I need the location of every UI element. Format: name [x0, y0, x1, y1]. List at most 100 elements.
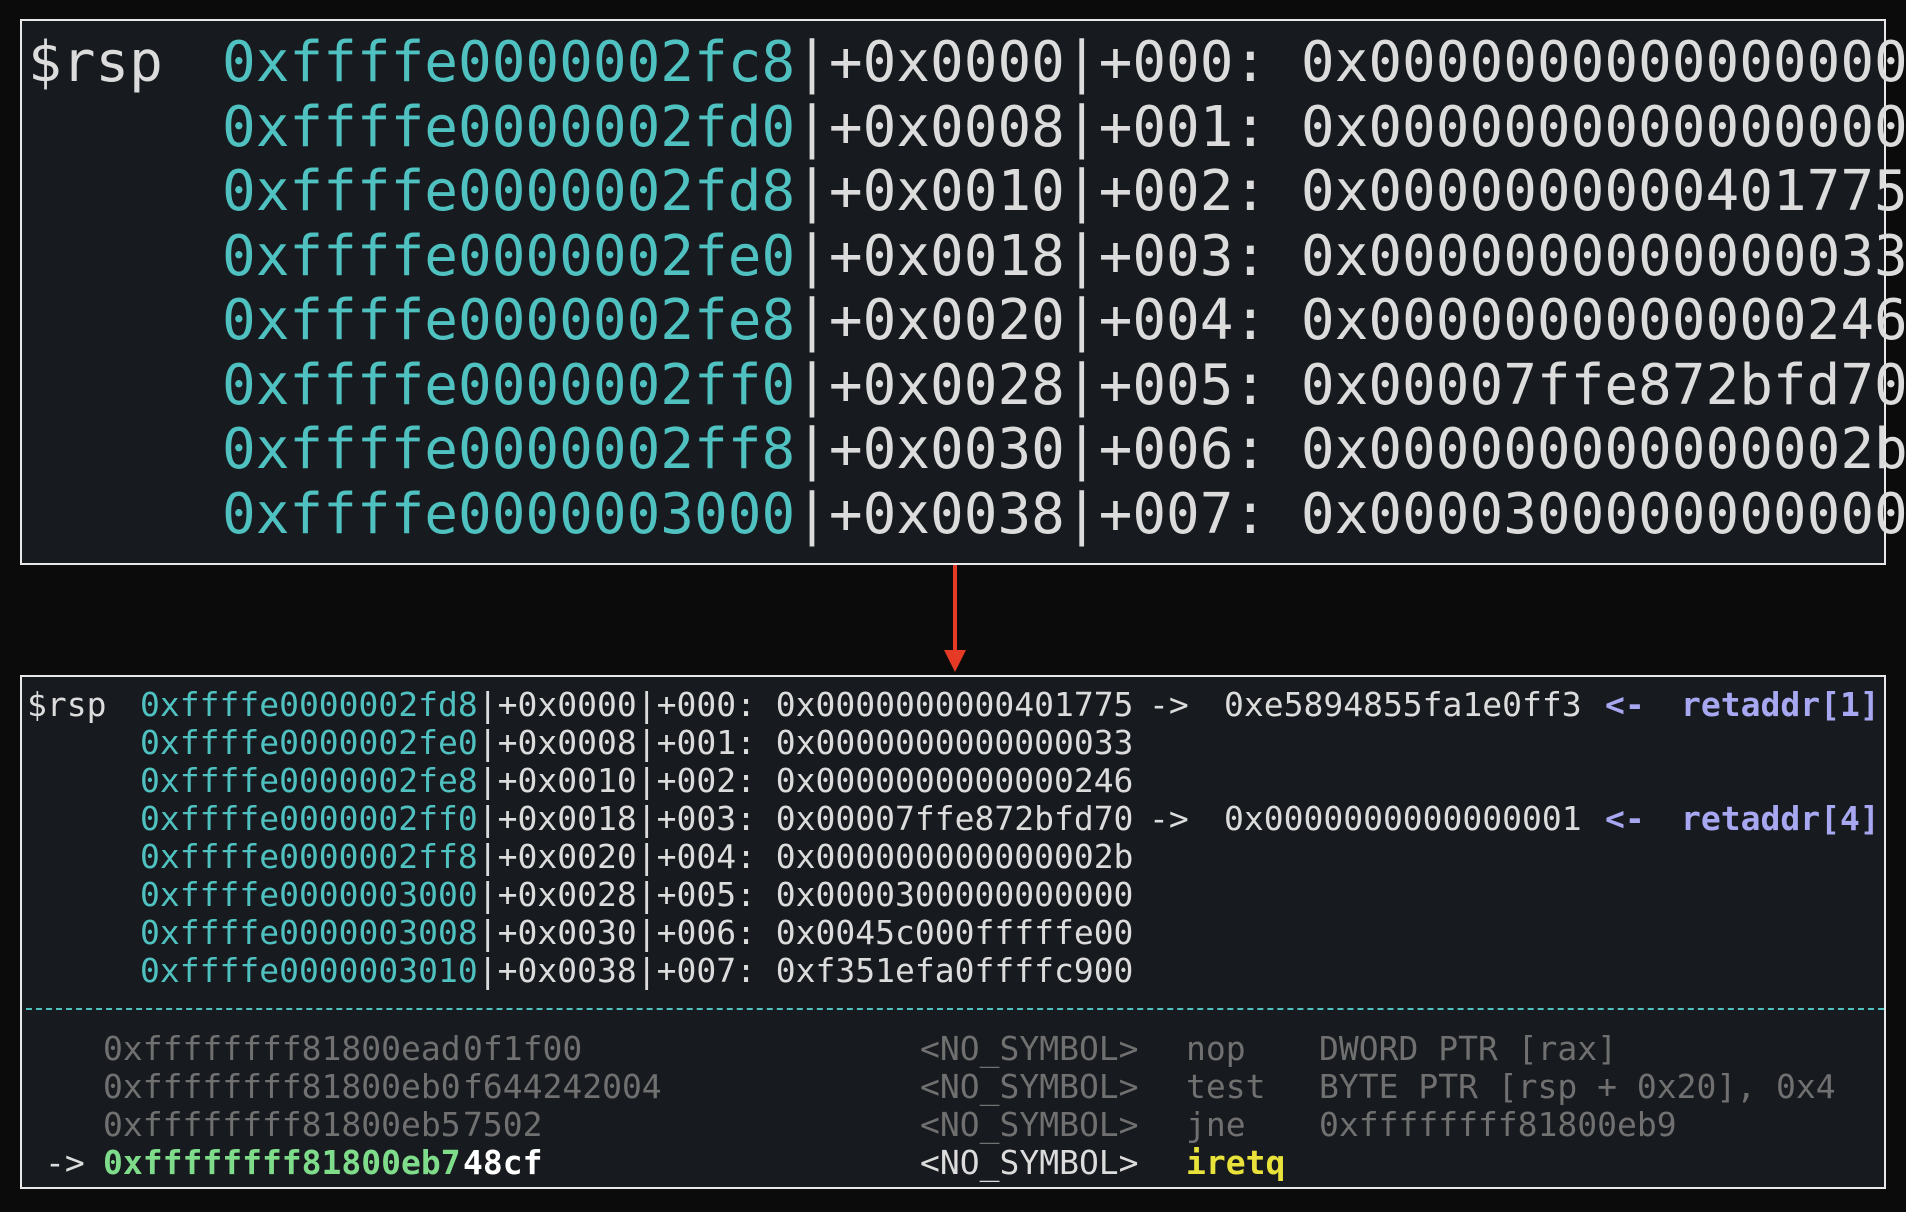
- stack-offset: +0x0038: [795, 482, 1065, 547]
- stack-entry: 0xffffe0000002fe8+0x0020+004: 0x00000000…: [222, 288, 1906, 353]
- stack-index: +007:: [637, 951, 756, 990]
- stack-value: 0x0000000000000033: [755, 723, 1134, 762]
- instruction-bytes: 48cf: [463, 1143, 543, 1182]
- stack-value: 0x0045c000fffffe00: [755, 913, 1134, 952]
- stack-address: 0xffffe0000003008: [140, 913, 478, 952]
- stack-address: 0xffffe0000002ff0: [222, 352, 796, 418]
- stack-value: 0x000000000000002b: [755, 837, 1134, 876]
- stack-offset: +0x0028: [478, 875, 637, 914]
- operands: BYTE PTR [rsp + 0x20], 0x4: [1319, 1067, 1836, 1106]
- stack-index: +004:: [637, 837, 756, 876]
- mnemonic: iretq: [1186, 1143, 1286, 1182]
- stack-index: +006:: [1065, 417, 1267, 482]
- stack-address: 0xffffe0000002fd8: [222, 159, 796, 224]
- stack-index: +000:: [637, 685, 756, 724]
- stack-index: +003:: [637, 799, 756, 838]
- stack-address: 0xffffe0000003010: [140, 951, 478, 990]
- symbol-name: <NO_SYMBOL>: [920, 1105, 1139, 1144]
- stack-entry: 0xffffe0000002ff0+0x0018+003: 0x00007ffe…: [140, 799, 1134, 838]
- stack-value: 0x0000000000000246: [1267, 288, 1906, 353]
- stack-offset: +0x0028: [795, 353, 1065, 418]
- instruction-address: 0xffffffff81800eb7: [103, 1143, 461, 1182]
- operands: DWORD PTR [rax]: [1319, 1029, 1618, 1068]
- deref-arrow: ->: [1149, 799, 1189, 838]
- stack-entry: 0xffffe0000003010+0x0038+007: 0xf351efa0…: [140, 951, 1134, 990]
- stack-entry: 0xffffe0000003008+0x0030+006: 0x0045c000…: [140, 913, 1134, 952]
- stack-entry: 0xffffe0000002ff8+0x0020+004: 0x00000000…: [140, 837, 1134, 876]
- stack-index: +001:: [1065, 95, 1267, 160]
- stack-offset: +0x0038: [478, 951, 637, 990]
- mnemonic: nop: [1186, 1029, 1246, 1068]
- stack-value: 0x0000000000000000: [1267, 94, 1906, 160]
- stack-index: +006:: [637, 913, 756, 952]
- section-divider: [26, 1008, 1884, 1010]
- stack-address: 0xffffe0000002fe8: [222, 288, 796, 353]
- stack-entry: 0xffffe0000003000+0x0038+007: 0x00003000…: [222, 482, 1906, 547]
- stack-index: +004:: [1065, 288, 1267, 353]
- back-arrow: <-: [1605, 799, 1645, 838]
- stack-offset: +0x0008: [478, 723, 637, 762]
- stack-entry: 0xffffe0000002fd8+0x0010+002: 0x00000000…: [222, 159, 1906, 224]
- stack-index: +001:: [637, 723, 756, 762]
- stack-value: 0x0000000000401775: [755, 685, 1134, 724]
- stack-value: 0x000000000000002b: [1267, 417, 1906, 482]
- operands: 0xffffffff81800eb9: [1319, 1105, 1677, 1144]
- stack-view-before: $rsp 0xffffe0000002fc8+0x0000+000: 0x0000…: [20, 19, 1906, 565]
- stack-entry: 0xffffe0000002fc8+0x0000+000: 0x00000000…: [222, 30, 1906, 95]
- stack-index: +005:: [1065, 353, 1267, 418]
- stack-offset: +0x0018: [795, 224, 1065, 289]
- stack-index: +007:: [1065, 482, 1267, 547]
- stack-index: +003:: [1065, 224, 1267, 289]
- stack-offset: +0x0020: [795, 288, 1065, 353]
- stack-offset: +0x0030: [478, 913, 637, 952]
- stack-address: 0xffffe0000002fd0: [222, 94, 796, 160]
- stack-address: 0xffffe0000002fc8: [222, 30, 796, 95]
- stack-offset: +0x0010: [795, 159, 1065, 224]
- instruction-address: 0xffffffff81800eb5: [103, 1105, 461, 1144]
- stack-offset: +0x0008: [795, 95, 1065, 160]
- deref-value: 0xe5894855fa1e0ff3: [1224, 685, 1582, 724]
- stack-entry: 0xffffe0000002ff0+0x0028+005: 0x00007ffe…: [222, 353, 1906, 418]
- stack-offset: +0x0010: [478, 761, 637, 800]
- stack-value: 0x00007ffe872bfd70: [1267, 352, 1906, 418]
- register-label: $rsp: [28, 30, 163, 95]
- stack-entry: 0xffffe0000002ff8+0x0030+006: 0x00000000…: [222, 417, 1906, 482]
- stack-address: 0xffffe0000002fd8: [140, 685, 478, 724]
- stack-address: 0xffffe0000002ff8: [222, 417, 796, 482]
- instruction-address: 0xffffffff81800eb0: [103, 1067, 461, 1106]
- symbol-name: <NO_SYMBOL>: [920, 1143, 1139, 1182]
- stack-entry: 0xffffe0000003000+0x0028+005: 0x00003000…: [140, 875, 1134, 914]
- stack-value: 0xf351efa0ffffc900: [755, 951, 1134, 990]
- instruction-bytes: f644242004: [463, 1067, 662, 1106]
- stack-entry: 0xffffe0000002fe0+0x0018+003: 0x00000000…: [222, 224, 1906, 289]
- stack-value: 0x0000000000401775: [1267, 159, 1906, 224]
- back-arrow: <-: [1605, 685, 1645, 724]
- stack-value: 0x0000300000000000: [1267, 481, 1906, 547]
- stack-address: 0xffffe0000003000: [140, 875, 478, 914]
- stack-value: 0x0000000000000033: [1267, 223, 1906, 289]
- stack-address: 0xffffe0000002fe0: [140, 723, 478, 762]
- mnemonic: test: [1186, 1067, 1266, 1106]
- stack-address: 0xffffe0000002ff0: [140, 799, 478, 838]
- symbol-name: <NO_SYMBOL>: [920, 1029, 1139, 1068]
- pc-marker: ->: [45, 1143, 85, 1182]
- stack-value: 0x0000300000000000: [755, 875, 1134, 914]
- instruction-bytes: 0f1f00: [463, 1029, 583, 1068]
- stack-value: 0x0000000000000246: [755, 761, 1134, 800]
- stack-address: 0xffffe0000003000: [222, 481, 796, 547]
- stack-offset: +0x0018: [478, 799, 637, 838]
- instruction-bytes: 7502: [463, 1105, 543, 1144]
- stack-offset: +0x0030: [795, 417, 1065, 482]
- symbol-name: <NO_SYMBOL>: [920, 1067, 1139, 1106]
- stack-entry: 0xffffe0000002fe0+0x0008+001: 0x00000000…: [140, 723, 1134, 762]
- arrow-head-icon: [944, 650, 966, 672]
- stack-value: 0x00007ffe872bfd70: [755, 799, 1134, 838]
- stack-address: 0xffffe0000002fe0: [222, 223, 796, 289]
- transition-arrow: [953, 565, 957, 660]
- stack-entry: 0xffffe0000002fe8+0x0010+002: 0x00000000…: [140, 761, 1134, 800]
- deref-value: 0x0000000000000001: [1224, 799, 1582, 838]
- stack-index: +000:: [1065, 30, 1267, 95]
- stack-value: 0x0000000000000000: [1267, 30, 1906, 95]
- stack-entry: 0xffffe0000002fd8+0x0000+000: 0x00000000…: [140, 685, 1134, 724]
- stack-index: +002:: [637, 761, 756, 800]
